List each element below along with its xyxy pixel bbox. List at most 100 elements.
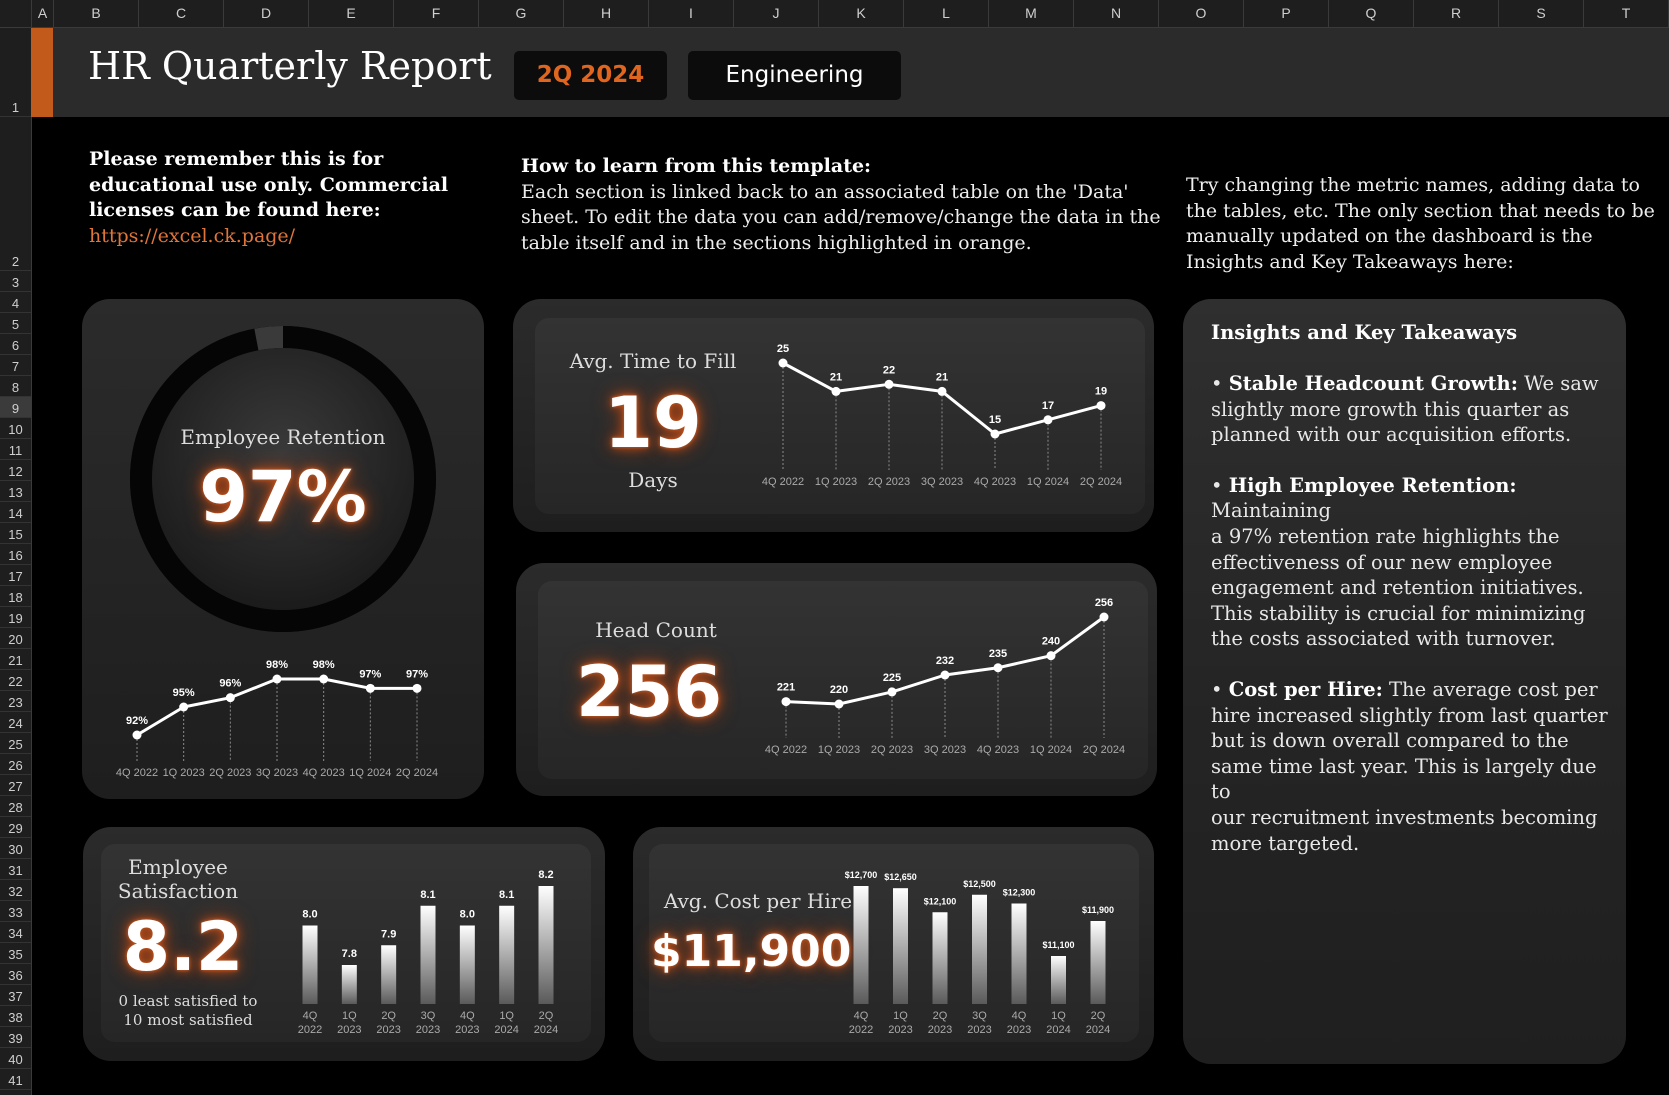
data-point [1043, 415, 1053, 425]
bar [893, 888, 908, 1004]
row-header-36[interactable]: 36 [0, 964, 31, 985]
column-header-f[interactable]: F [394, 0, 479, 27]
row-header-1[interactable]: 1 [0, 28, 31, 117]
bar [459, 925, 475, 1004]
data-label: 7.9 [381, 928, 396, 940]
data-point [132, 730, 142, 740]
row-number: 21 [8, 653, 23, 668]
column-header-k[interactable]: K [819, 0, 904, 27]
row-header-2[interactable]: 2 [0, 117, 31, 271]
row-number: 3 [11, 275, 20, 290]
column-header-a[interactable]: A [32, 0, 54, 27]
row-header-3[interactable]: 3 [0, 271, 31, 292]
license-line: licenses can be found here: [89, 199, 381, 221]
row-header-11[interactable]: 11 [0, 439, 31, 460]
data-label: 7.8 [342, 948, 357, 960]
row-header-4[interactable]: 4 [0, 292, 31, 313]
row-header-35[interactable]: 35 [0, 943, 31, 964]
row-header-24[interactable]: 24 [0, 712, 31, 733]
column-header-m[interactable]: M [989, 0, 1074, 27]
row-header-27[interactable]: 27 [0, 775, 31, 796]
department-selector[interactable]: Engineering [688, 51, 901, 100]
data-point [179, 702, 189, 712]
row-header-37[interactable]: 37 [0, 985, 31, 1006]
data-label: $12,500 [963, 879, 996, 889]
row-number: 38 [8, 1010, 23, 1025]
insight-text: a 97% retention rate highlights the [1211, 524, 1560, 548]
bar [499, 905, 515, 1004]
row-header-32[interactable]: 32 [0, 880, 31, 901]
column-header-o[interactable]: O [1159, 0, 1244, 27]
quarter-selector[interactable]: 2Q 2024 [514, 51, 667, 100]
row-number: 6 [11, 338, 20, 353]
row-header-13[interactable]: 13 [0, 481, 31, 502]
row-header-14[interactable]: 14 [0, 502, 31, 523]
column-header-l[interactable]: L [904, 0, 989, 27]
column-header-r[interactable]: R [1414, 0, 1499, 27]
satisfaction-label-line: Satisfaction [117, 879, 239, 903]
tick-label: 2Q 2024 [396, 767, 438, 779]
column-header-s[interactable]: S [1499, 0, 1584, 27]
row-header-41[interactable]: 41 [0, 1069, 31, 1090]
data-label: 98% [266, 659, 288, 671]
row-header-38[interactable]: 38 [0, 1006, 31, 1027]
page-title: HR Quarterly Report [88, 44, 492, 88]
time-to-fill-value: 19 [604, 382, 702, 464]
row-header-6[interactable]: 6 [0, 334, 31, 355]
row-header-31[interactable]: 31 [0, 859, 31, 880]
insight-heading: Stable Headcount Growth: [1228, 372, 1518, 395]
row-header-12[interactable]: 12 [0, 460, 31, 481]
row-number: 40 [8, 1052, 23, 1067]
column-header-b[interactable]: B [54, 0, 139, 27]
column-header-n[interactable]: N [1074, 0, 1159, 27]
row-header-23[interactable]: 23 [0, 691, 31, 712]
row-number: 36 [8, 968, 23, 983]
select-all-corner[interactable] [0, 0, 32, 27]
row-header-16[interactable]: 16 [0, 544, 31, 565]
row-header-34[interactable]: 34 [0, 922, 31, 943]
row-header-5[interactable]: 5 [0, 313, 31, 334]
row-header-15[interactable]: 15 [0, 523, 31, 544]
column-header-g[interactable]: G [479, 0, 564, 27]
tick-label: 1Q [499, 1010, 514, 1022]
bar [853, 886, 869, 1004]
column-header-q[interactable]: Q [1329, 0, 1414, 27]
column-header-h[interactable]: H [564, 0, 649, 27]
column-header-j[interactable]: J [734, 0, 819, 27]
column-header-p[interactable]: P [1244, 0, 1329, 27]
column-header-t[interactable]: T [1584, 0, 1669, 27]
row-header-17[interactable]: 17 [0, 565, 31, 586]
tick-label: 1Q 2023 [163, 767, 205, 779]
row-header-22[interactable]: 22 [0, 670, 31, 691]
data-label: 240 [1042, 636, 1060, 648]
row-header-30[interactable]: 30 [0, 838, 31, 859]
row-header-10[interactable]: 10 [0, 418, 31, 439]
column-header-i[interactable]: I [649, 0, 734, 27]
row-header-28[interactable]: 28 [0, 796, 31, 817]
column-header-c[interactable]: C [139, 0, 224, 27]
row-header-8[interactable]: 8 [0, 376, 31, 397]
tick-label: 3Q 2023 [924, 744, 966, 756]
license-link[interactable]: https://excel.ck.page/ [89, 224, 296, 247]
tick-label: 4Q [303, 1010, 318, 1022]
row-header-9[interactable]: 9 [0, 397, 31, 418]
column-header-d[interactable]: D [224, 0, 309, 27]
row-header-26[interactable]: 26 [0, 754, 31, 775]
column-header-e[interactable]: E [309, 0, 394, 27]
data-point [884, 379, 894, 389]
tick-label: 2Q [1091, 1010, 1106, 1022]
row-header-19[interactable]: 19 [0, 607, 31, 628]
row-header-33[interactable]: 33 [0, 901, 31, 922]
row-header-40[interactable]: 40 [0, 1048, 31, 1069]
insight-text: same time last year. This is largely due… [1211, 754, 1597, 804]
row-header-29[interactable]: 29 [0, 817, 31, 838]
row-header-25[interactable]: 25 [0, 733, 31, 754]
row-header-39[interactable]: 39 [0, 1027, 31, 1048]
row-header-20[interactable]: 20 [0, 628, 31, 649]
row-header-7[interactable]: 7 [0, 355, 31, 376]
data-label: 97% [406, 668, 428, 680]
row-header-21[interactable]: 21 [0, 649, 31, 670]
data-label: 8.1 [420, 889, 435, 901]
row-header-18[interactable]: 18 [0, 586, 31, 607]
